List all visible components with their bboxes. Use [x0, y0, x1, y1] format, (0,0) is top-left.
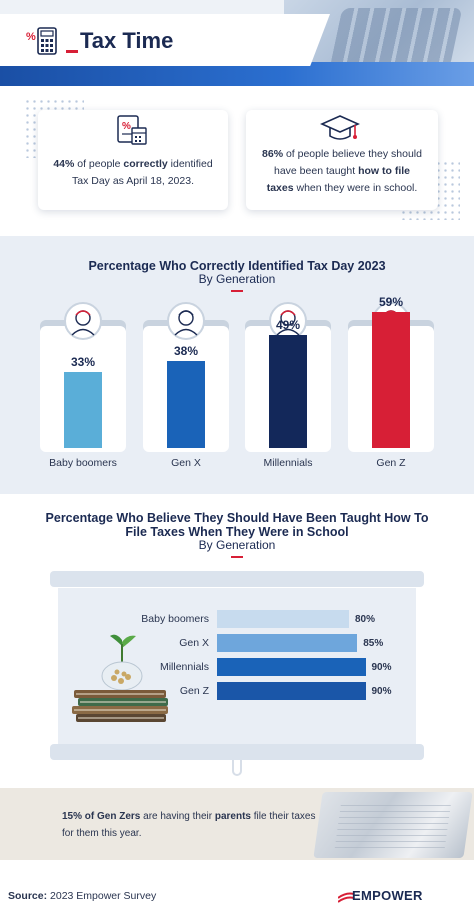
- bar-gen-z: [372, 312, 410, 448]
- whiteboard-bottom-rail: [50, 744, 424, 760]
- tax-document-icon: %: [117, 115, 147, 145]
- category-label: Baby boomers: [49, 457, 117, 469]
- category-label: Gen Z: [179, 685, 209, 697]
- bar-value-label: 90%: [371, 686, 392, 697]
- source-label: Source:: [8, 890, 48, 902]
- books-coin-jar-icon: [72, 634, 168, 722]
- callout-text-part: for them this year.: [62, 828, 142, 839]
- bar-value-label: 59%: [378, 295, 404, 310]
- chart2-accent-dash: [231, 556, 243, 558]
- chart2-subtitle: By Generation: [198, 538, 276, 552]
- chart1-title: Percentage Who Correctly Identified Tax …: [88, 259, 386, 273]
- hbar-baby-boomers: [217, 610, 349, 628]
- bar-value-label: 85%: [363, 638, 384, 649]
- stat-text-part: identified: [167, 158, 213, 170]
- stat-card-tax-day: % 44% of people correctly identified Tax…: [38, 110, 228, 210]
- bar-value-label: 38%: [173, 343, 199, 358]
- bar-value-label: 90%: [371, 662, 392, 673]
- gen-x-avatar-icon: [167, 302, 205, 340]
- chart1-subtitle: By Generation: [198, 272, 276, 286]
- calculator-percent-icon: %: [26, 27, 57, 55]
- stat-card-taught: 86% of people believe they should have b…: [246, 110, 438, 210]
- bar-value-label: 49%: [275, 318, 301, 333]
- stat-highlight: 86%: [262, 148, 284, 160]
- callout-text-part: are having their: [140, 811, 215, 822]
- baby-boomer-avatar-icon: [64, 302, 102, 340]
- header-tab: [0, 14, 330, 66]
- source-text: 2023 Empower Survey: [47, 890, 157, 902]
- chart2-title-line2: File Taxes When They Were in School: [125, 525, 349, 539]
- whiteboard-top-rail: [50, 571, 424, 587]
- svg-text:%: %: [26, 31, 36, 43]
- bar-gen-x: [167, 360, 205, 448]
- title-accent-dash: [66, 50, 78, 53]
- chart1-accent-dash: [231, 290, 243, 292]
- bar-baby-boomers: [64, 372, 102, 448]
- svg-text:%: %: [122, 121, 131, 132]
- stat-text-tax-day: 44% of people correctly identified Tax D…: [38, 156, 228, 190]
- category-label: Millennials: [263, 457, 313, 469]
- chart2-title-line1: Percentage Who Believe They Should Have …: [45, 511, 429, 525]
- header: % Tax Time: [0, 0, 474, 86]
- category-label: Millennials: [159, 661, 209, 673]
- stat-text-part: when they were in school.: [293, 182, 418, 194]
- bar-value-label: 33%: [70, 355, 96, 370]
- stat-text-line: Tax Day as April 18, 2023.: [72, 175, 194, 187]
- stat-text-part: have been taught: [274, 165, 359, 177]
- tax-form-photo: [313, 792, 473, 858]
- stat-bold: how to file: [358, 165, 410, 177]
- category-label: Gen Z: [376, 457, 406, 469]
- callout-bold: parents: [214, 811, 251, 822]
- page-title: Tax Time: [80, 28, 174, 53]
- hbar-gen-x: [217, 634, 358, 652]
- source-note: Source: 2023 Empower Survey: [8, 890, 156, 902]
- stat-highlight: 44%: [53, 158, 75, 170]
- callout-text-part: file their taxes: [250, 811, 316, 822]
- stat-text-part: of people believe they should: [283, 148, 422, 160]
- brand-name: EMPOWER: [352, 888, 423, 903]
- header-band: [0, 62, 474, 86]
- bar-millennials: [269, 335, 307, 448]
- category-label: Gen X: [179, 637, 209, 649]
- category-label: Gen X: [171, 457, 201, 469]
- stat-text-taught: 86% of people believe they should have b…: [246, 146, 438, 197]
- callout-text: 15% of Gen Zers are having their parents…: [62, 808, 332, 842]
- whiteboard-hook: [232, 760, 242, 776]
- callout-bold: 15% of Gen Zers: [62, 811, 141, 822]
- bar-value-label: 80%: [355, 614, 376, 625]
- empower-logo-icon: [338, 892, 354, 903]
- stat-text-part: of people: [74, 158, 124, 170]
- stat-bold: correctly: [123, 158, 168, 170]
- hbar-gen-z: [217, 682, 366, 700]
- graduation-cap-icon: [320, 115, 360, 140]
- stat-bold: taxes: [266, 182, 294, 194]
- category-label: Baby boomers: [141, 613, 209, 625]
- hbar-millennials: [217, 658, 366, 676]
